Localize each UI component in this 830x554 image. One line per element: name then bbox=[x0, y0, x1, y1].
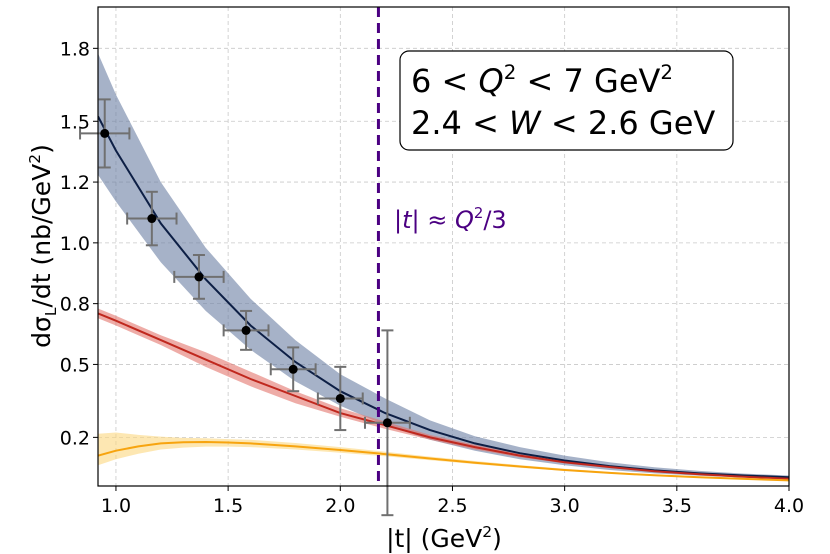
y-tick-label: 1.8 bbox=[60, 38, 90, 60]
y-axis-ticks: 0.2 0.5 0.8 1.0 1.2 1.5 1.8 bbox=[60, 38, 98, 449]
data-points bbox=[79, 98, 411, 517]
x-tick-label: 3.5 bbox=[662, 495, 692, 517]
x-tick-label: 1.0 bbox=[101, 495, 131, 517]
x-tick-label: 2.5 bbox=[437, 495, 467, 517]
red-model-line bbox=[98, 312, 789, 480]
threshold-label: |t| ≈ Q2/3 bbox=[394, 204, 507, 234]
x-tick-label: 4.0 bbox=[774, 495, 804, 517]
y-tick-label: 0.5 bbox=[60, 354, 90, 376]
data-point bbox=[194, 272, 204, 282]
data-point bbox=[288, 364, 298, 374]
data-point bbox=[382, 418, 392, 428]
kinematics-w-range: 2.4 < W < 2.6 GeV bbox=[411, 104, 715, 142]
model-curves bbox=[98, 115, 789, 482]
y-axis-label: dσL/dt (nb/GeV2) bbox=[26, 144, 60, 348]
y-tick-label: 1.0 bbox=[60, 233, 90, 255]
orange-model-line bbox=[98, 440, 789, 482]
plot-frame bbox=[97, 6, 790, 487]
red-model-band bbox=[98, 308, 789, 479]
data-point bbox=[147, 214, 157, 224]
x-tick-label: 3.0 bbox=[550, 495, 580, 517]
kinematics-box: 6 < Q2 < 7 GeV2 2.4 < W < 2.6 GeV bbox=[399, 50, 734, 151]
data-point bbox=[100, 128, 110, 138]
x-tick-label: 2.0 bbox=[325, 495, 355, 517]
x-axis-ticks: 1.0 1.5 2.0 2.5 3.0 3.5 4.0 bbox=[101, 486, 804, 517]
y-tick-label: 1.5 bbox=[60, 111, 90, 133]
kinematics-q2-range: 6 < Q2 < 7 GeV2 bbox=[411, 61, 673, 100]
y-tick-label: 0.2 bbox=[60, 427, 90, 449]
data-point bbox=[335, 393, 345, 403]
x-axis-label: |t| (GeV2) bbox=[386, 523, 502, 553]
y-tick-label: 0.8 bbox=[60, 294, 90, 316]
x-tick-label: 1.5 bbox=[213, 495, 243, 517]
data-point bbox=[241, 325, 251, 335]
y-tick-label: 1.2 bbox=[60, 172, 90, 194]
